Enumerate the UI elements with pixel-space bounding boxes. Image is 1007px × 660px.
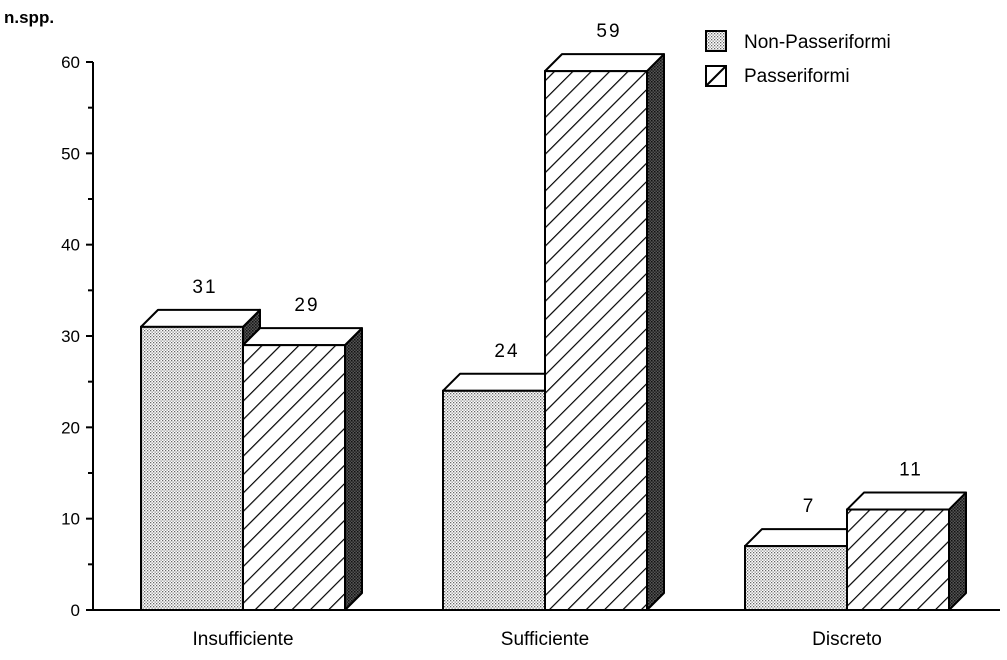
- bar-front-face: [544, 70, 648, 611]
- bar-passeriformi: [242, 327, 363, 611]
- x-category-label: Sufficiente: [501, 629, 589, 650]
- bar-front-face: [846, 508, 950, 611]
- bar-top-face: [242, 327, 363, 347]
- y-tick-label: 10: [61, 510, 80, 529]
- data-labels: 31 29 24 59 7 11: [192, 21, 923, 517]
- data-label: 7: [803, 496, 816, 517]
- bars: [140, 53, 967, 611]
- legend-label: Passeriformi: [744, 66, 850, 87]
- bar-front-face: [442, 389, 546, 611]
- data-label: 11: [899, 460, 923, 481]
- legend-swatch-dotted: [705, 30, 727, 52]
- y-tick-label: 20: [61, 418, 80, 437]
- y-tick-label: 50: [61, 144, 80, 163]
- bar-top-face: [140, 308, 261, 328]
- bar-top-face: [544, 53, 665, 73]
- bar-side-face: [344, 327, 363, 611]
- bar-passeriformi: [544, 53, 665, 611]
- bar-front-face: [242, 344, 346, 611]
- legend: Non-Passeriformi Passeriformi: [705, 30, 891, 87]
- legend-item-passeriformi: Passeriformi: [705, 65, 850, 87]
- bar-side-face: [948, 491, 967, 611]
- bar-passeriformi: [846, 491, 967, 611]
- bar-front-face: [744, 545, 848, 611]
- bar-side-face: [646, 53, 665, 611]
- data-label: 29: [294, 295, 319, 316]
- data-label: 24: [494, 341, 519, 362]
- y-tick-label: 60: [61, 53, 80, 72]
- y-tick-label: 30: [61, 327, 80, 346]
- x-category-label: Discreto: [812, 629, 882, 650]
- bar-front-face: [140, 325, 244, 611]
- legend-item-non-passeriformi: Non-Passeriformi: [705, 30, 891, 53]
- legend-label: Non-Passeriformi: [744, 32, 891, 53]
- data-label: 59: [596, 21, 621, 42]
- y-tick-label: 0: [71, 601, 80, 620]
- legend-swatch-diagonal: [705, 65, 727, 87]
- y-tick-label: 40: [61, 236, 80, 255]
- x-category-label: Insufficiente: [192, 629, 293, 650]
- bar-top-face: [846, 491, 967, 511]
- data-label: 31: [192, 277, 217, 298]
- y-axis-title: n.spp.: [4, 8, 54, 27]
